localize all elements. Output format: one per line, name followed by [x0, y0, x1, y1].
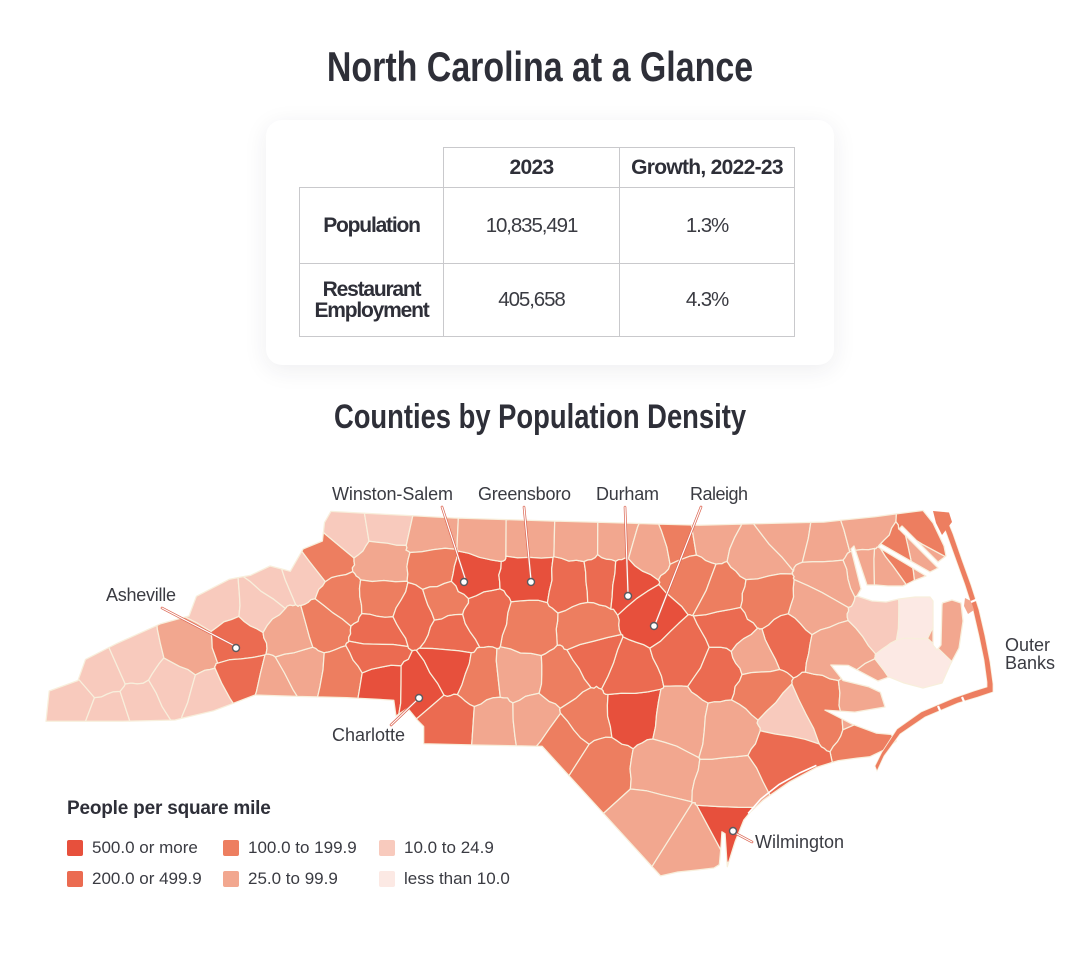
- svg-text:Asheville: Asheville: [106, 585, 176, 605]
- svg-text:Winston-Salem: Winston-Salem: [332, 484, 453, 504]
- svg-text:Raleigh: Raleigh: [690, 484, 748, 504]
- svg-text:Charlotte: Charlotte: [332, 725, 405, 745]
- svg-text:Wilmington: Wilmington: [755, 832, 844, 852]
- svg-text:Greensboro: Greensboro: [478, 484, 571, 504]
- svg-text:Durham: Durham: [596, 484, 659, 504]
- svg-text:Banks: Banks: [1005, 653, 1055, 673]
- svg-text:Outer: Outer: [1005, 635, 1050, 655]
